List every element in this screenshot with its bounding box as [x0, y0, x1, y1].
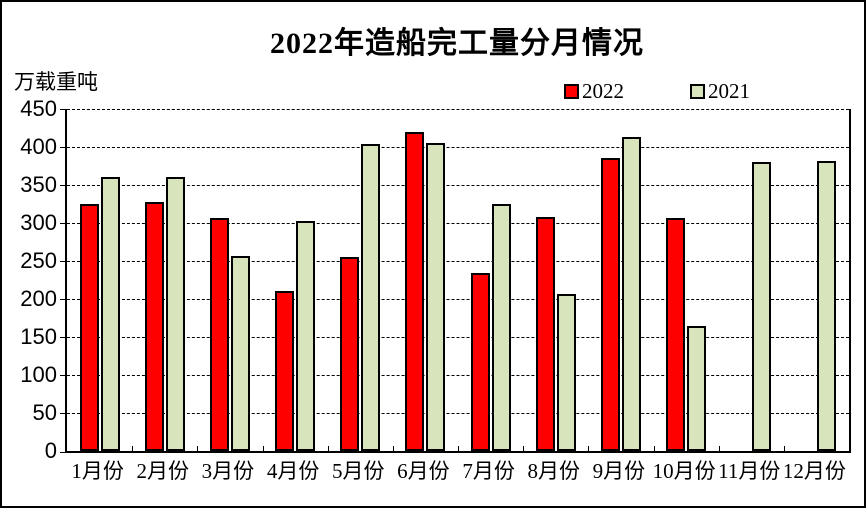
bar-2021-8月份 [556, 293, 576, 451]
x-axis-tick-4 [327, 446, 329, 451]
bar-2021-11月份 [752, 162, 772, 451]
y-axis-label-250: 250 [20, 248, 57, 273]
legend-item-2021: 2021 [690, 81, 750, 102]
bar-2022-10月份 [666, 218, 686, 451]
x-axis-labels: 1月份 2月份 3月份 4月份 5月份 6月份 7月份 8月份 9月份 10月份 11月份 12月份 [65, 455, 847, 495]
category-1月份 [67, 109, 132, 451]
x-axis-label-4月份: 4月份 [266, 459, 320, 483]
plot-area: 0 50 100 150 200 250 300 350 400 450 [20, 98, 851, 462]
legend-label-2021: 2021 [708, 79, 750, 103]
bar-2021-7月份 [491, 204, 511, 451]
y-axis-label-50: 50 [32, 400, 57, 425]
x-axis-tick-8 [588, 446, 590, 451]
y-axis-label-200: 200 [20, 286, 57, 311]
y-axis-tick-200 [60, 299, 66, 300]
x-axis-tick-3 [262, 446, 264, 451]
x-axis-label-7月份: 7月份 [462, 459, 515, 483]
x-axis-tick-10 [718, 446, 720, 451]
bar-2022-3月份 [209, 217, 229, 451]
y-axis-tick-400 [60, 147, 66, 148]
y-axis-label-0: 0 [44, 438, 57, 463]
gridline-100 [67, 375, 849, 376]
y-axis-label-350: 350 [20, 172, 57, 197]
category-2月份 [132, 109, 197, 451]
bar-2021-3月份 [230, 256, 250, 451]
y-axis-label-300: 300 [20, 210, 57, 235]
x-axis-label-9月份: 9月份 [592, 459, 646, 483]
x-axis-label-6月份: 6月份 [397, 459, 450, 483]
bar-2021-10月份 [687, 325, 707, 451]
legend-label-2022: 2022 [582, 79, 624, 103]
x-axis-label-10月份: 10月份 [652, 459, 716, 483]
gridline-300 [67, 223, 849, 224]
x-axis-label-1月份: 1月份 [71, 459, 124, 483]
y-axis-label-450: 450 [20, 96, 57, 121]
x-axis-tick-2 [197, 446, 199, 451]
bar-2022-5月份 [340, 257, 360, 451]
y-axis-label-100: 100 [20, 362, 57, 387]
y-axis-tick-350 [60, 185, 66, 186]
legend-swatch-2022 [564, 84, 579, 99]
x-axis-tick-7 [523, 446, 525, 451]
x-axis-label-12月份: 12月份 [782, 459, 846, 483]
category-7月份 [458, 109, 523, 451]
bar-2022-7月份 [470, 273, 490, 451]
bar-2022-2月份 [144, 202, 164, 451]
category-11月份 [719, 109, 784, 451]
category-8月份 [523, 109, 588, 451]
gridline-400 [67, 147, 849, 148]
category-9月份 [588, 109, 653, 451]
bar-2022-6月份 [405, 131, 425, 451]
bar-2022-1月份 [79, 204, 99, 451]
legend: 2022 2021 [564, 81, 750, 102]
bar-2021-4月份 [296, 221, 316, 451]
y-axis-tick-50 [60, 413, 66, 414]
y-axis-label-150: 150 [20, 324, 57, 349]
legend-swatch-2021 [690, 84, 705, 99]
gridline-250 [67, 261, 849, 262]
x-axis-label-8月份: 8月份 [527, 459, 580, 483]
x-axis-label-3月份: 3月份 [201, 459, 255, 483]
x-axis-tick-5 [392, 446, 394, 451]
category-3月份 [197, 109, 262, 451]
bar-2022-8月份 [535, 216, 555, 451]
chart-title: 2022年造船完工量分月情况 [270, 27, 644, 60]
category-12月份 [784, 109, 849, 451]
gridline-450 [67, 109, 849, 110]
gridline-200 [67, 299, 849, 300]
y-axis-tick-100 [60, 375, 66, 376]
bar-2021-5月份 [361, 143, 381, 451]
category-10月份 [654, 109, 719, 451]
x-axis-label-5月份: 5月份 [331, 459, 385, 483]
y-axis-tick-0 [60, 452, 66, 453]
bar-2021-1月份 [100, 177, 120, 451]
x-axis-tick-9 [653, 446, 655, 451]
x-axis-label-2月份: 2月份 [136, 459, 189, 483]
x-axis-tick-6 [458, 446, 459, 451]
gridline-150 [67, 337, 849, 338]
bar-2021-6月份 [426, 143, 446, 451]
x-axis-tick-1 [132, 446, 134, 451]
y-axis-tick-300 [60, 223, 66, 224]
legend-item-2022: 2022 [564, 81, 624, 102]
bar-2022-4月份 [275, 291, 295, 451]
y-axis-tick-450 [60, 109, 66, 110]
y-axis-unit-label: 万载重吨 [14, 70, 98, 94]
bar-2021-9月份 [621, 137, 641, 451]
y-axis-tick-150 [60, 337, 66, 338]
category-4月份 [263, 109, 328, 451]
category-5月份 [328, 109, 393, 451]
x-axis-tick-11 [783, 446, 785, 451]
bar-2022-9月份 [600, 158, 620, 451]
y-axis-tick-250 [60, 261, 66, 262]
gridline-50 [67, 413, 849, 414]
bar-2021-12月份 [817, 161, 837, 451]
x-axis-label-11月份: 11月份 [718, 459, 781, 483]
category-6月份 [393, 109, 458, 451]
bar-2021-2月份 [165, 176, 185, 451]
y-axis-label-400: 400 [20, 134, 57, 159]
gridline-350 [67, 185, 849, 186]
